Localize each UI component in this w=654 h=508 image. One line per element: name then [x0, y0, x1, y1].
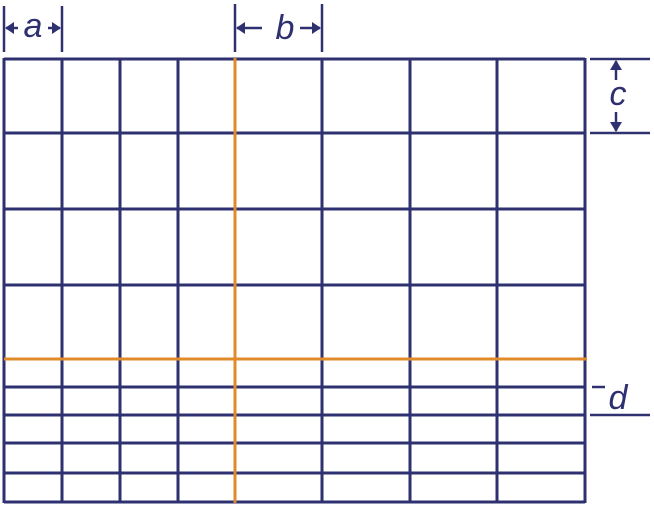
label-b: b: [276, 9, 295, 47]
grid: [2, 57, 587, 504]
label-c: c: [610, 75, 627, 113]
dimension-c: c: [590, 57, 650, 135]
label-d: d: [609, 379, 629, 417]
dimension-b: b: [233, 4, 324, 52]
label-a: a: [24, 7, 43, 45]
dimension-d: d: [590, 379, 650, 417]
dimension-a: a: [2, 6, 64, 52]
